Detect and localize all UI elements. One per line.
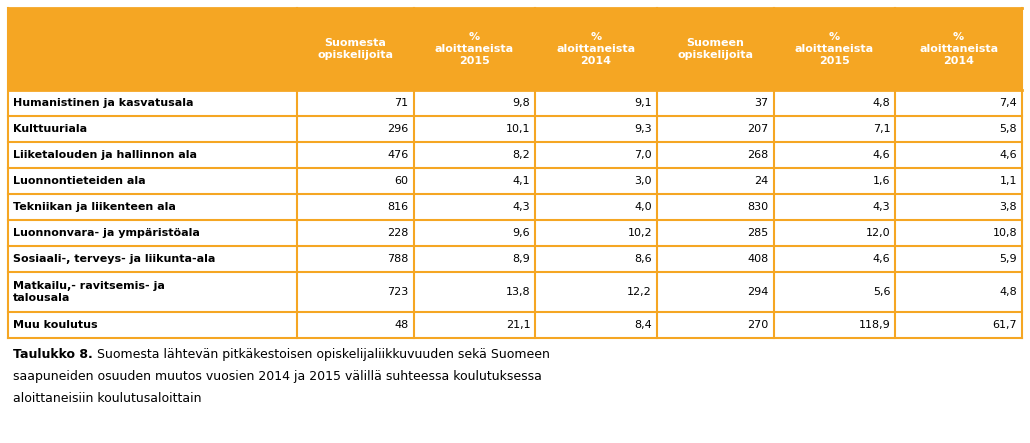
Text: 7,1: 7,1 [872, 124, 890, 134]
Text: 1,1: 1,1 [999, 176, 1017, 186]
Text: 8,9: 8,9 [513, 254, 530, 264]
Text: 21,1: 21,1 [506, 320, 530, 330]
Text: 268: 268 [748, 150, 768, 160]
Text: 4,6: 4,6 [872, 150, 890, 160]
Text: 9,3: 9,3 [634, 124, 652, 134]
Bar [8, 194, 1022, 220]
Bar [8, 168, 1022, 194]
Bar [8, 90, 1022, 116]
Text: 71: 71 [394, 98, 409, 108]
Text: 10,1: 10,1 [506, 124, 530, 134]
Text: 13,8: 13,8 [506, 287, 530, 297]
Text: Matkailu,- ravitsemis- ja
talousala: Matkailu,- ravitsemis- ja talousala [13, 281, 165, 303]
Text: 10,8: 10,8 [992, 228, 1017, 238]
Text: Suomeen
opiskelijoita: Suomeen opiskelijoita [678, 38, 753, 60]
Text: 476: 476 [387, 150, 409, 160]
Text: 270: 270 [748, 320, 768, 330]
Bar [8, 220, 1022, 246]
Text: Muu koulutus: Muu koulutus [13, 320, 98, 330]
Text: 8,4: 8,4 [634, 320, 652, 330]
Text: Tekniikan ja liikenteen ala: Tekniikan ja liikenteen ala [13, 202, 176, 212]
Text: aloittaneisiin koulutusaloittain: aloittaneisiin koulutusaloittain [13, 392, 202, 405]
Text: 816: 816 [387, 202, 409, 212]
Text: 24: 24 [754, 176, 768, 186]
Text: 5,6: 5,6 [872, 287, 890, 297]
Text: 3,0: 3,0 [634, 176, 652, 186]
Text: 4,3: 4,3 [513, 202, 530, 212]
Text: 61,7: 61,7 [992, 320, 1017, 330]
Text: 4,6: 4,6 [999, 150, 1017, 160]
Text: 408: 408 [748, 254, 768, 264]
Text: 723: 723 [387, 287, 409, 297]
Bar [8, 8, 1022, 90]
Text: 4,0: 4,0 [634, 202, 652, 212]
Text: 7,0: 7,0 [634, 150, 652, 160]
Text: 4,6: 4,6 [872, 254, 890, 264]
Text: 4,3: 4,3 [872, 202, 890, 212]
Text: saapuneiden osuuden muutos vuosien 2014 ja 2015 välillä suhteessa koulutuksessa: saapuneiden osuuden muutos vuosien 2014 … [13, 370, 542, 383]
Text: 60: 60 [394, 176, 409, 186]
Text: %
aloittaneista
2015: % aloittaneista 2015 [795, 31, 874, 66]
Text: %
aloittaneista
2014: % aloittaneista 2014 [919, 31, 998, 66]
Bar [8, 312, 1022, 338]
Text: 4,8: 4,8 [872, 98, 890, 108]
Text: Luonnonvara- ja ympäristöala: Luonnonvara- ja ympäristöala [13, 228, 200, 238]
Text: 4,8: 4,8 [999, 287, 1017, 297]
Text: 12,2: 12,2 [627, 287, 652, 297]
Text: 8,2: 8,2 [513, 150, 530, 160]
Text: 12,0: 12,0 [865, 228, 890, 238]
Text: 3,8: 3,8 [999, 202, 1017, 212]
Text: 285: 285 [748, 228, 768, 238]
Text: Taulukko 8.: Taulukko 8. [13, 348, 93, 361]
Text: 48: 48 [394, 320, 409, 330]
Text: Humanistinen ja kasvatusala: Humanistinen ja kasvatusala [13, 98, 194, 108]
Text: 7,4: 7,4 [999, 98, 1017, 108]
Text: 788: 788 [387, 254, 409, 264]
Bar [8, 142, 1022, 168]
Text: 830: 830 [748, 202, 768, 212]
Text: 296: 296 [387, 124, 409, 134]
Bar [8, 272, 1022, 312]
Text: 9,6: 9,6 [513, 228, 530, 238]
Text: 1,6: 1,6 [872, 176, 890, 186]
Text: Luonnontieteiden ala: Luonnontieteiden ala [13, 176, 145, 186]
Text: Suomesta
opiskelijoita: Suomesta opiskelijoita [317, 38, 393, 60]
Text: Kulttuuriala: Kulttuuriala [13, 124, 88, 134]
Text: 294: 294 [747, 287, 768, 297]
Text: Suomesta lähtevän pitkäkestoisen opiskelijaliikkuvuuden sekä Suomeen: Suomesta lähtevän pitkäkestoisen opiskel… [93, 348, 550, 361]
Text: 118,9: 118,9 [858, 320, 890, 330]
Text: 37: 37 [754, 98, 768, 108]
Text: Liiketalouden ja hallinnon ala: Liiketalouden ja hallinnon ala [13, 150, 197, 160]
Text: %
aloittaneista
2014: % aloittaneista 2014 [556, 31, 636, 66]
Bar [8, 116, 1022, 142]
Text: 8,6: 8,6 [634, 254, 652, 264]
Text: Sosiaali-, terveys- ja liikunta-ala: Sosiaali-, terveys- ja liikunta-ala [13, 254, 215, 264]
Text: 5,9: 5,9 [999, 254, 1017, 264]
Text: 9,8: 9,8 [513, 98, 530, 108]
Text: 9,1: 9,1 [634, 98, 652, 108]
Text: %
aloittaneista
2015: % aloittaneista 2015 [435, 31, 514, 66]
Text: 228: 228 [387, 228, 409, 238]
Bar [8, 246, 1022, 272]
Text: 4,1: 4,1 [513, 176, 530, 186]
Text: 10,2: 10,2 [627, 228, 652, 238]
Text: 207: 207 [748, 124, 768, 134]
Text: 5,8: 5,8 [999, 124, 1017, 134]
